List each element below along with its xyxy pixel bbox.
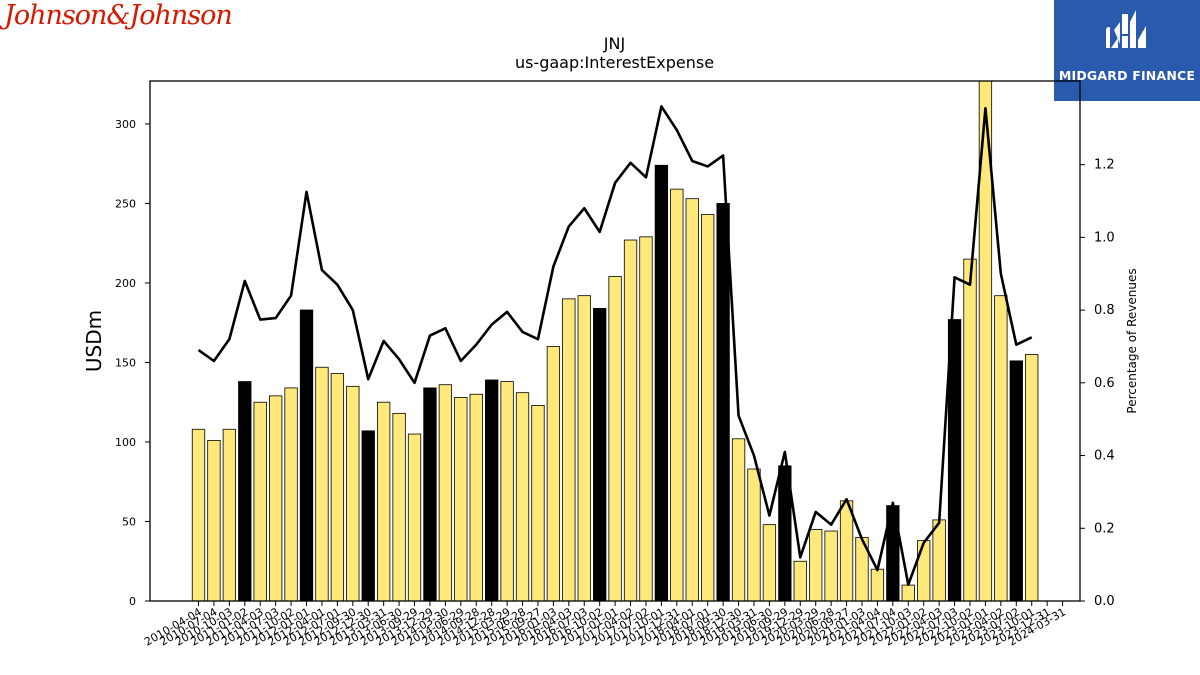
bar bbox=[423, 387, 437, 602]
bar bbox=[407, 433, 422, 602]
y-tick-label: 100 bbox=[115, 436, 136, 449]
bar bbox=[932, 519, 946, 602]
bar bbox=[809, 529, 823, 602]
bar bbox=[207, 439, 221, 602]
y2-tick-label: 0.8 bbox=[1094, 303, 1115, 318]
bar bbox=[670, 188, 684, 602]
ratio-line bbox=[197, 105, 1033, 586]
bar bbox=[284, 387, 298, 602]
y-axis-label: USDm bbox=[82, 310, 106, 372]
bar bbox=[994, 295, 1008, 602]
bar bbox=[531, 404, 545, 602]
right-axis-ticks: 0.0 0.2 0.4 0.6 0.8 1.0 1.2 bbox=[1080, 158, 1115, 609]
bar bbox=[824, 530, 838, 602]
midgard-finance-badge: MIDGARD FINANCE bbox=[1054, 0, 1200, 101]
y2-tick-label: 1.2 bbox=[1094, 158, 1115, 173]
bar bbox=[361, 430, 375, 602]
bar bbox=[685, 198, 699, 602]
bar bbox=[1025, 354, 1039, 602]
chart-title: JNJ bbox=[603, 34, 625, 53]
bar bbox=[454, 397, 468, 602]
bar bbox=[469, 393, 483, 602]
chart-subtitle: us-gaap:InterestExpense bbox=[515, 53, 714, 72]
bar bbox=[515, 392, 530, 602]
bar bbox=[716, 203, 730, 602]
y2-axis-label: Percentage of Revenues bbox=[1125, 268, 1139, 413]
bar bbox=[191, 428, 206, 602]
bar bbox=[623, 239, 638, 602]
y-tick-label: 200 bbox=[115, 277, 136, 290]
bar bbox=[222, 428, 237, 602]
y-tick-label: 50 bbox=[122, 515, 136, 528]
bar bbox=[917, 540, 931, 602]
y-tick-label: 150 bbox=[115, 356, 136, 369]
y-tick-label: 250 bbox=[115, 197, 136, 210]
bar bbox=[315, 366, 329, 602]
bar bbox=[330, 373, 345, 602]
ratio-line-layer bbox=[197, 105, 1033, 586]
midgard-badge-text: MIDGARD FINANCE bbox=[1058, 68, 1196, 83]
bar bbox=[392, 412, 406, 602]
company-logo: Johnson&Johnson bbox=[4, 0, 233, 31]
bar bbox=[562, 298, 576, 602]
bar bbox=[268, 395, 283, 602]
bar bbox=[253, 401, 267, 602]
bar bbox=[438, 384, 453, 602]
bar bbox=[346, 385, 360, 602]
y-tick-label: 300 bbox=[115, 118, 136, 131]
bar bbox=[593, 307, 607, 602]
midgard-logo-icon bbox=[1106, 10, 1146, 48]
bar bbox=[639, 236, 653, 602]
y2-tick-label: 0.6 bbox=[1094, 376, 1115, 391]
bar bbox=[901, 584, 915, 602]
bar bbox=[963, 258, 977, 602]
bar bbox=[238, 381, 252, 602]
y-tick-label: 0 bbox=[129, 595, 136, 608]
y2-tick-label: 0.2 bbox=[1094, 521, 1115, 536]
bar bbox=[793, 560, 807, 602]
bar bbox=[485, 379, 499, 602]
bars bbox=[191, 80, 1039, 602]
y2-tick-label: 0.4 bbox=[1094, 449, 1115, 464]
bar bbox=[701, 214, 715, 602]
bar bbox=[577, 295, 591, 602]
bar bbox=[377, 401, 391, 602]
bar bbox=[1009, 360, 1023, 602]
bar bbox=[500, 381, 514, 602]
y2-tick-label: 1.0 bbox=[1094, 230, 1115, 245]
bar bbox=[731, 438, 746, 602]
y2-tick-label: 0.0 bbox=[1094, 594, 1115, 609]
bar bbox=[546, 346, 561, 602]
left-axis-ticks: 0 50 100 150 200 250 300 bbox=[115, 118, 150, 608]
bar bbox=[747, 468, 761, 602]
bar bbox=[654, 164, 669, 602]
bar bbox=[839, 500, 854, 602]
bar bbox=[608, 276, 622, 602]
bar bbox=[299, 309, 314, 602]
x-axis-ticks: 2010-04-042010-07-042010-10-032011-01-02… bbox=[142, 601, 1068, 649]
bar bbox=[762, 524, 777, 602]
bar bbox=[870, 568, 885, 602]
